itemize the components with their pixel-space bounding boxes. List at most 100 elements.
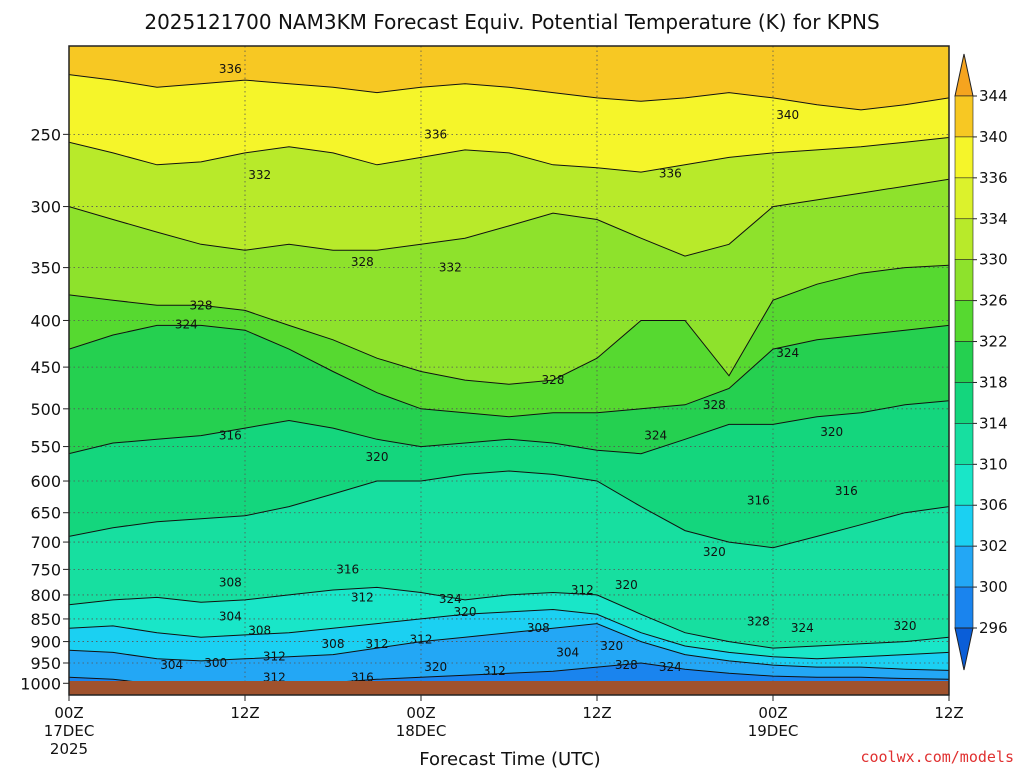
contour-label: 328 — [542, 373, 565, 387]
contour-label: 316 — [336, 562, 359, 576]
colorbar-segment — [954, 423, 974, 465]
y-tick-label: 600 — [30, 472, 61, 491]
contour-label: 336 — [424, 127, 447, 141]
colorbar-segment — [954, 545, 974, 588]
chart-title: 2025121700 NAM3KM Forecast Equiv. Potent… — [144, 10, 879, 34]
x-tick-label: 12Z — [582, 704, 611, 722]
x-tick-label: 00Z — [758, 704, 787, 722]
contour-label: 336 — [219, 62, 242, 76]
y-tick-label: 300 — [30, 198, 61, 217]
plot-frame — [68, 45, 950, 696]
contour-label: 332 — [439, 261, 462, 275]
contour-label: 308 — [248, 623, 271, 637]
y-tick-label: 900 — [30, 633, 61, 652]
contour-label: 324 — [791, 621, 814, 635]
contour-label: 320 — [366, 450, 389, 464]
contour-label: 328 — [703, 398, 726, 412]
colorbar-segment — [954, 136, 974, 179]
x-tick-date: 18DEC — [396, 722, 447, 740]
y-tick-label: 650 — [30, 504, 61, 523]
colorbar: 344 340 336 334 330 326 322 318 314 310 306 302 300 2… — [954, 53, 1008, 671]
contour-label: 304 — [556, 645, 579, 659]
contour-label: 316 — [219, 429, 242, 443]
contour-label: 312 — [410, 632, 433, 646]
contour-line-336 — [69, 137, 949, 173]
y-tick-label: 800 — [30, 586, 61, 605]
contour-label: 304 — [160, 658, 183, 672]
contour-label: 320 — [894, 619, 917, 633]
contour-label: 328 — [190, 298, 213, 312]
contour-label: 312 — [263, 670, 286, 684]
contour-label: 304 — [219, 610, 242, 624]
contour-label: 320 — [615, 578, 638, 592]
colorbar-label: 326 — [979, 292, 1008, 310]
contour-line-340 — [69, 74, 949, 111]
x-tick-label: 12Z — [230, 704, 259, 722]
contour-line-332 — [69, 178, 949, 257]
y-tick-label: 750 — [30, 560, 61, 579]
colorbar-label: 336 — [979, 169, 1008, 187]
x-tick-label: 12Z — [934, 704, 963, 722]
contour-label: 308 — [322, 637, 345, 651]
contour-label: 316 — [351, 670, 374, 684]
contour-label: 308 — [219, 575, 242, 589]
y-tick-label: 450 — [30, 358, 61, 377]
y-tick-label: 550 — [30, 438, 61, 457]
contour-label: 316 — [747, 493, 770, 507]
contour-label: 300 — [204, 656, 227, 670]
colorbar-label: 322 — [979, 333, 1008, 351]
colorbar-label: 300 — [979, 578, 1008, 596]
contour-label: 320 — [600, 639, 623, 653]
theta-e-color-fill — [69, 46, 949, 695]
ground-surface — [69, 681, 949, 695]
colorbar-label: 330 — [979, 251, 1008, 269]
x-tick-label: 00Z — [406, 704, 435, 722]
contour-label: 328 — [351, 255, 374, 269]
colorbar-bottom-arrow — [954, 627, 974, 671]
x-tick-label: 00Z — [54, 704, 83, 722]
y-tick-label: 500 — [30, 400, 61, 419]
colorbar-segment — [954, 300, 974, 342]
colorbar-label: 334 — [979, 210, 1008, 228]
grid-lines — [69, 46, 949, 695]
colorbar-segment — [954, 95, 974, 138]
contour-label: 328 — [615, 658, 638, 672]
contour-label: 320 — [820, 425, 843, 439]
contour-line-316 — [69, 470, 949, 549]
y-tick-label: 400 — [30, 311, 61, 330]
colorbar-segment — [954, 259, 974, 301]
credit-link[interactable]: coolwx.com/models — [860, 748, 1014, 766]
colorbar-segment — [954, 341, 974, 383]
contour-label: 328 — [747, 614, 770, 628]
contour-label: 324 — [439, 592, 462, 606]
colorbar-label: 340 — [979, 128, 1008, 146]
contour-line-320 — [69, 400, 949, 455]
x-tick-date: 17DEC — [44, 722, 95, 740]
colorbar-segment — [954, 504, 974, 547]
contour-label: 312 — [263, 650, 286, 664]
contour-line-324 — [69, 324, 949, 418]
colorbar-label: 318 — [979, 373, 1008, 391]
contour-label: 332 — [248, 168, 271, 182]
contour-label: 320 — [703, 545, 726, 559]
colorbar-segment — [954, 464, 974, 506]
colorbar-segment — [954, 218, 974, 260]
contour-label: 324 — [776, 346, 799, 360]
contour-label: 312 — [571, 583, 594, 597]
y-tick-label: 350 — [30, 259, 61, 278]
y-tick-label: 700 — [30, 533, 61, 552]
colorbar-segment — [954, 177, 974, 220]
contour-label: 336 — [659, 167, 682, 181]
colorbar-label: 302 — [979, 537, 1008, 555]
contour-label: 316 — [835, 484, 858, 498]
contour-lines — [69, 74, 949, 686]
contour-label: 308 — [527, 621, 550, 635]
contour-line-312 — [69, 586, 949, 649]
contour-line-328 — [69, 264, 949, 385]
x-axis-label: Forecast Time (UTC) — [419, 749, 600, 768]
colorbar-top-arrow — [954, 53, 974, 97]
colorbar-segment — [954, 382, 974, 424]
contour-label: 312 — [366, 637, 389, 651]
contour-label: 324 — [175, 317, 198, 331]
